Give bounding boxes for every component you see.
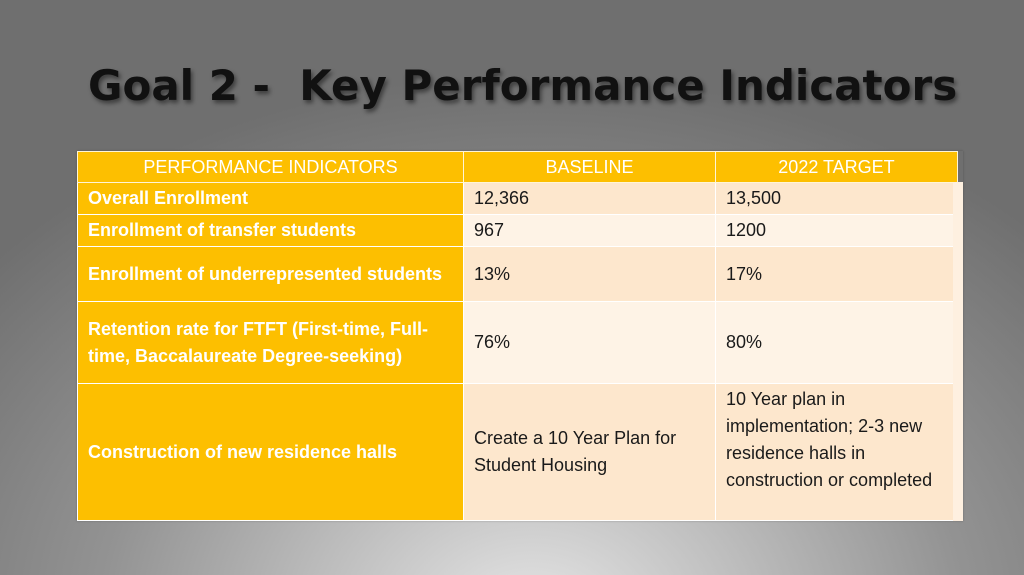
table-header-row: PERFORMANCE INDICATORS BASELINE 2022 TAR… <box>77 151 958 183</box>
table-row: Construction of new residence halls Crea… <box>77 383 963 521</box>
target-cell: 13,500 <box>715 182 963 215</box>
indicator-cell: Construction of new residence halls <box>77 383 464 521</box>
baseline-cell: 967 <box>463 214 716 247</box>
kpi-table: PERFORMANCE INDICATORS BASELINE 2022 TAR… <box>77 151 963 521</box>
header-baseline: BASELINE <box>463 151 716 183</box>
indicator-cell: Retention rate for FTFT (First-time, Ful… <box>77 301 464 384</box>
indicator-cell: Enrollment of underrepresented students <box>77 246 464 302</box>
target-cell: 80% <box>715 301 963 384</box>
table-row: Enrollment of transfer students 967 1200 <box>77 214 963 247</box>
baseline-cell: 13% <box>463 246 716 302</box>
table-row: Enrollment of underrepresented students … <box>77 246 963 302</box>
table-row: Overall Enrollment 12,366 13,500 <box>77 182 963 215</box>
indicator-cell: Overall Enrollment <box>77 182 464 215</box>
indicator-cell: Enrollment of transfer students <box>77 214 464 247</box>
target-cell: 17% <box>715 246 963 302</box>
table-row: Retention rate for FTFT (First-time, Ful… <box>77 301 963 384</box>
target-cell: 10 Year plan in implementation; 2-3 new … <box>715 383 963 521</box>
slide-title: Goal 2 - Key Performance Indicators <box>88 61 958 110</box>
baseline-cell: 76% <box>463 301 716 384</box>
baseline-cell: 12,366 <box>463 182 716 215</box>
header-performance-indicators: PERFORMANCE INDICATORS <box>77 151 464 183</box>
baseline-cell: Create a 10 Year Plan for Student Housin… <box>463 383 716 521</box>
header-2022-target: 2022 TARGET <box>715 151 958 183</box>
target-cell: 1200 <box>715 214 963 247</box>
